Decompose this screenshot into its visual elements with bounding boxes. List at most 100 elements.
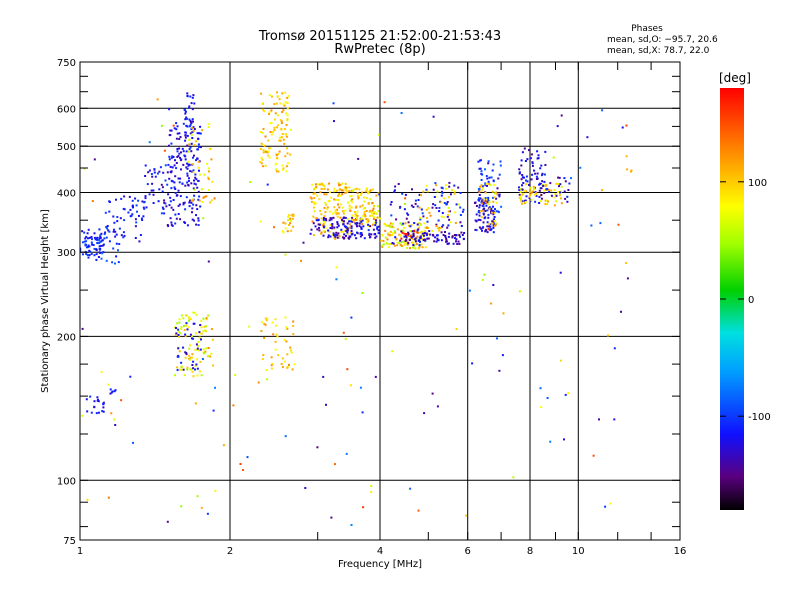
data-point (367, 191, 370, 194)
data-point (207, 347, 210, 349)
data-point (402, 222, 405, 225)
data-point (189, 344, 192, 347)
data-point (497, 193, 500, 196)
data-point (475, 213, 478, 216)
data-point (195, 363, 198, 366)
data-point (264, 164, 267, 167)
data-point (184, 155, 187, 158)
data-point (190, 182, 193, 185)
data-point (548, 190, 551, 193)
data-point (266, 183, 269, 186)
data-point (524, 199, 527, 202)
data-point (274, 162, 277, 165)
data-point (345, 186, 348, 189)
data-point (335, 231, 338, 234)
data-point (322, 225, 325, 228)
data-point (488, 200, 491, 203)
data-point (191, 353, 194, 356)
data-point (188, 106, 190, 109)
data-point (197, 217, 200, 220)
data-point (324, 225, 327, 228)
data-point (345, 452, 348, 455)
data-point (351, 214, 354, 217)
data-point (328, 182, 330, 185)
data-point (80, 247, 82, 250)
data-point (178, 330, 180, 333)
data-point (416, 223, 419, 226)
data-point (421, 246, 424, 249)
data-point (465, 514, 468, 517)
data-point (489, 184, 492, 187)
data-point (453, 234, 456, 236)
data-point (432, 115, 435, 118)
data-point (485, 198, 488, 201)
data-point (176, 369, 179, 371)
data-point (191, 356, 193, 359)
data-point (553, 189, 556, 191)
data-point (475, 220, 478, 223)
data-point (260, 92, 263, 95)
data-point (96, 396, 99, 399)
data-point (626, 168, 629, 171)
data-point (109, 392, 112, 395)
data-point (110, 391, 113, 394)
data-point (342, 212, 345, 215)
data-point (170, 170, 173, 173)
data-point (613, 418, 616, 421)
data-point (358, 225, 361, 228)
data-point (480, 216, 483, 219)
data-point (197, 224, 200, 226)
data-point (400, 237, 403, 240)
data-point (334, 463, 336, 466)
data-point (176, 355, 179, 358)
data-point (377, 210, 380, 212)
data-point (178, 318, 181, 321)
data-point (208, 167, 210, 170)
data-point (188, 118, 191, 121)
data-point (484, 168, 486, 171)
data-point (179, 195, 182, 198)
axis-ticks (79, 61, 681, 541)
data-point (292, 320, 295, 323)
data-point (332, 212, 334, 215)
data-point (356, 222, 359, 224)
data-point (279, 136, 281, 139)
data-point (484, 230, 487, 233)
data-point (479, 219, 482, 222)
data-point (447, 196, 450, 199)
data-point (546, 203, 548, 205)
data-point (485, 204, 488, 207)
data-point (357, 196, 360, 199)
data-point (274, 340, 277, 343)
data-point (540, 187, 543, 190)
data-point (431, 230, 434, 232)
data-point (525, 179, 527, 182)
data-point (335, 266, 338, 269)
data-point (191, 370, 194, 373)
data-point (179, 368, 181, 371)
data-point (159, 166, 162, 169)
x-tick-labels: 1 2 4 6 8 10 16 (77, 546, 687, 557)
data-point (398, 242, 401, 245)
data-point (356, 231, 358, 234)
data-point (526, 180, 529, 183)
data-point (188, 317, 191, 320)
data-point (346, 226, 349, 229)
data-point (274, 318, 277, 321)
data-point (280, 120, 283, 123)
data-point (560, 114, 563, 117)
data-point (435, 207, 438, 209)
data-point (112, 230, 115, 233)
data-point (184, 351, 187, 354)
data-point (384, 236, 387, 239)
data-point (131, 204, 134, 207)
data-point (521, 184, 523, 187)
data-point (365, 218, 368, 220)
data-point (335, 211, 338, 214)
data-point (460, 225, 463, 227)
data-point (392, 226, 395, 229)
data-point (166, 183, 169, 186)
data-point (100, 244, 103, 247)
data-point (322, 217, 325, 219)
data-point (444, 184, 447, 187)
